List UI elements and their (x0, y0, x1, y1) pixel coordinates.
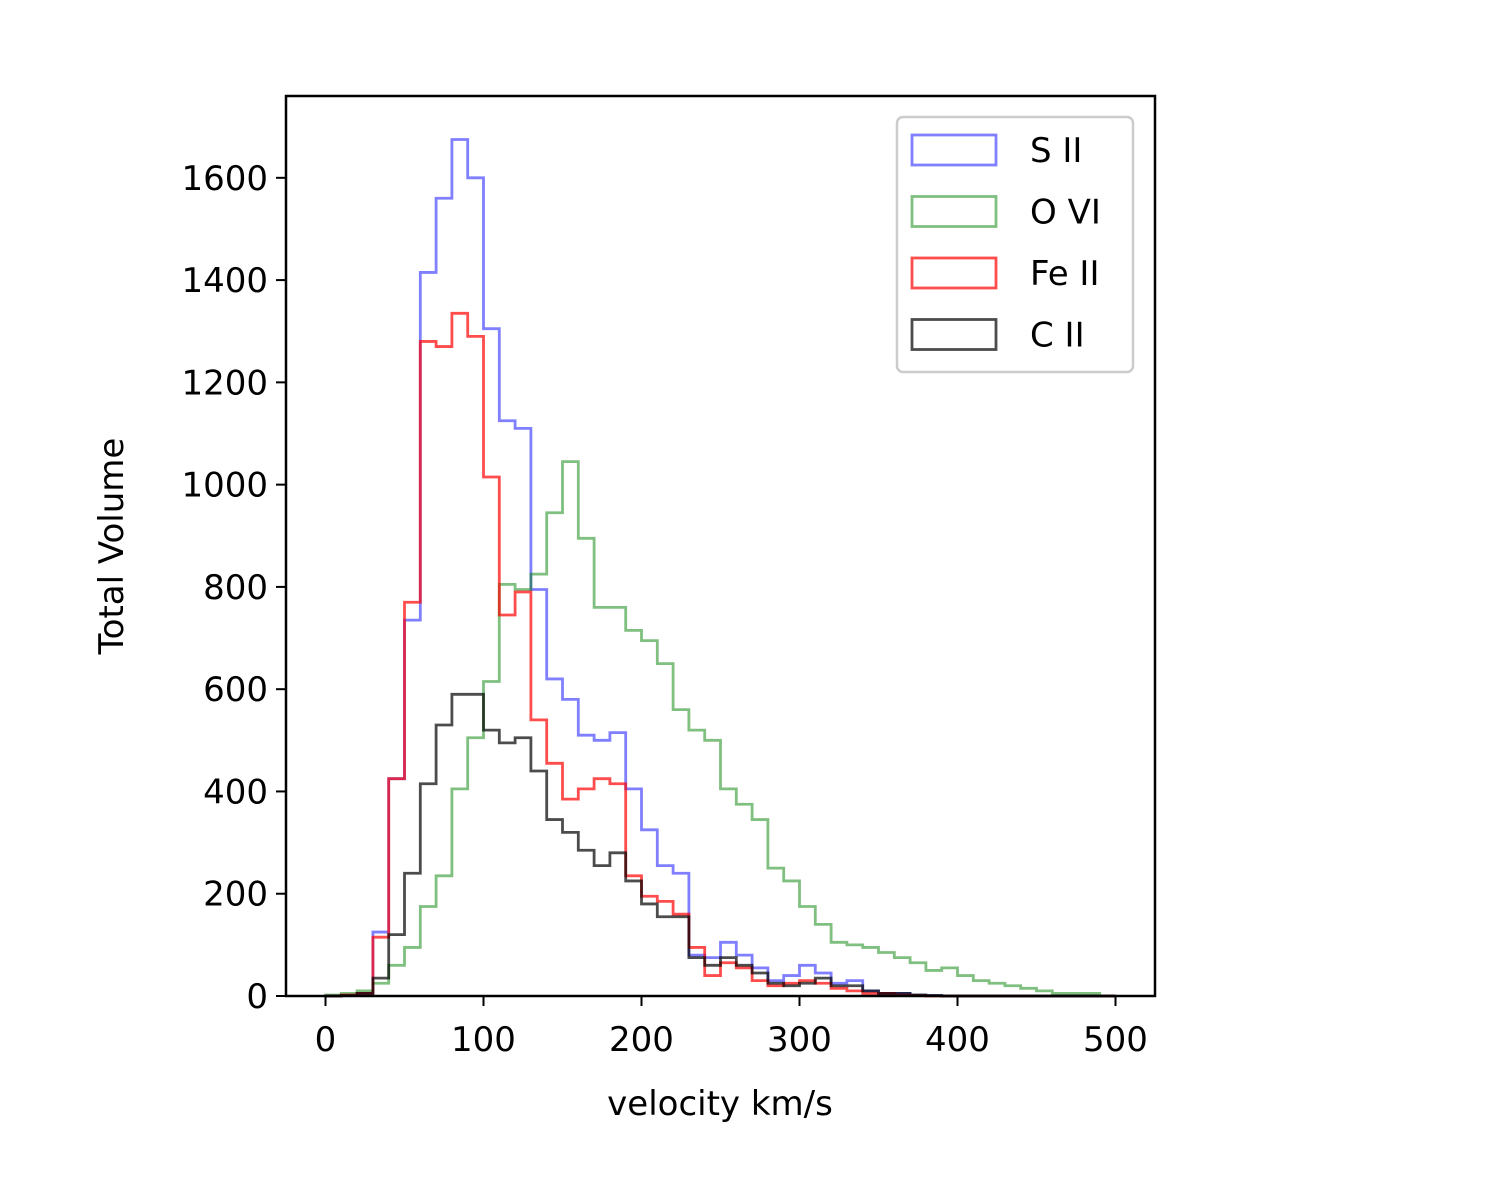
y-tick-label: 1000 (181, 466, 268, 506)
y-tick-label: 1200 (181, 363, 268, 403)
y-tick-label: 0 (246, 977, 268, 1017)
legend-label-fe-ii: Fe II (1030, 254, 1099, 294)
x-tick-label: 300 (767, 1020, 832, 1060)
series-line-o-vi (324, 460, 1116, 998)
x-axis-label: velocity km/s (607, 1084, 833, 1124)
x-tick-label: 100 (451, 1020, 516, 1060)
legend-label-o-vi: O VI (1030, 193, 1101, 233)
y-tick-label: 200 (203, 875, 268, 915)
legend-label-s-ii: S II (1030, 131, 1082, 171)
legend-box (895, 115, 1135, 374)
y-tick-label: 1600 (181, 159, 268, 199)
legend-swatch-s-ii (910, 133, 998, 167)
x-tick-label: 0 (315, 1020, 337, 1060)
y-tick-label: 400 (203, 772, 268, 812)
legend-swatch-o-vi (910, 195, 998, 228)
legend-label-c-ii: C II (1030, 316, 1085, 356)
x-tick-label: 400 (925, 1020, 990, 1060)
legend-swatch-fe-ii (910, 256, 998, 290)
y-tick-label: 1400 (181, 261, 268, 301)
x-axis: 0 100 200 300 400 500 (315, 996, 1148, 1060)
legend-swatch-c-ii (910, 318, 998, 351)
y-axis-label: Total Volume (92, 438, 132, 656)
x-tick-label: 200 (609, 1020, 674, 1060)
plot-frame (284, 94, 1157, 998)
y-tick-label: 600 (203, 670, 268, 710)
y-tick-label: 800 (203, 568, 268, 608)
y-axis: 0 200 400 600 800 1000 1200 1400 1600 (181, 159, 286, 1017)
legend: S II O VI Fe II C II (895, 115, 1135, 374)
x-tick-label: 500 (1083, 1020, 1148, 1060)
